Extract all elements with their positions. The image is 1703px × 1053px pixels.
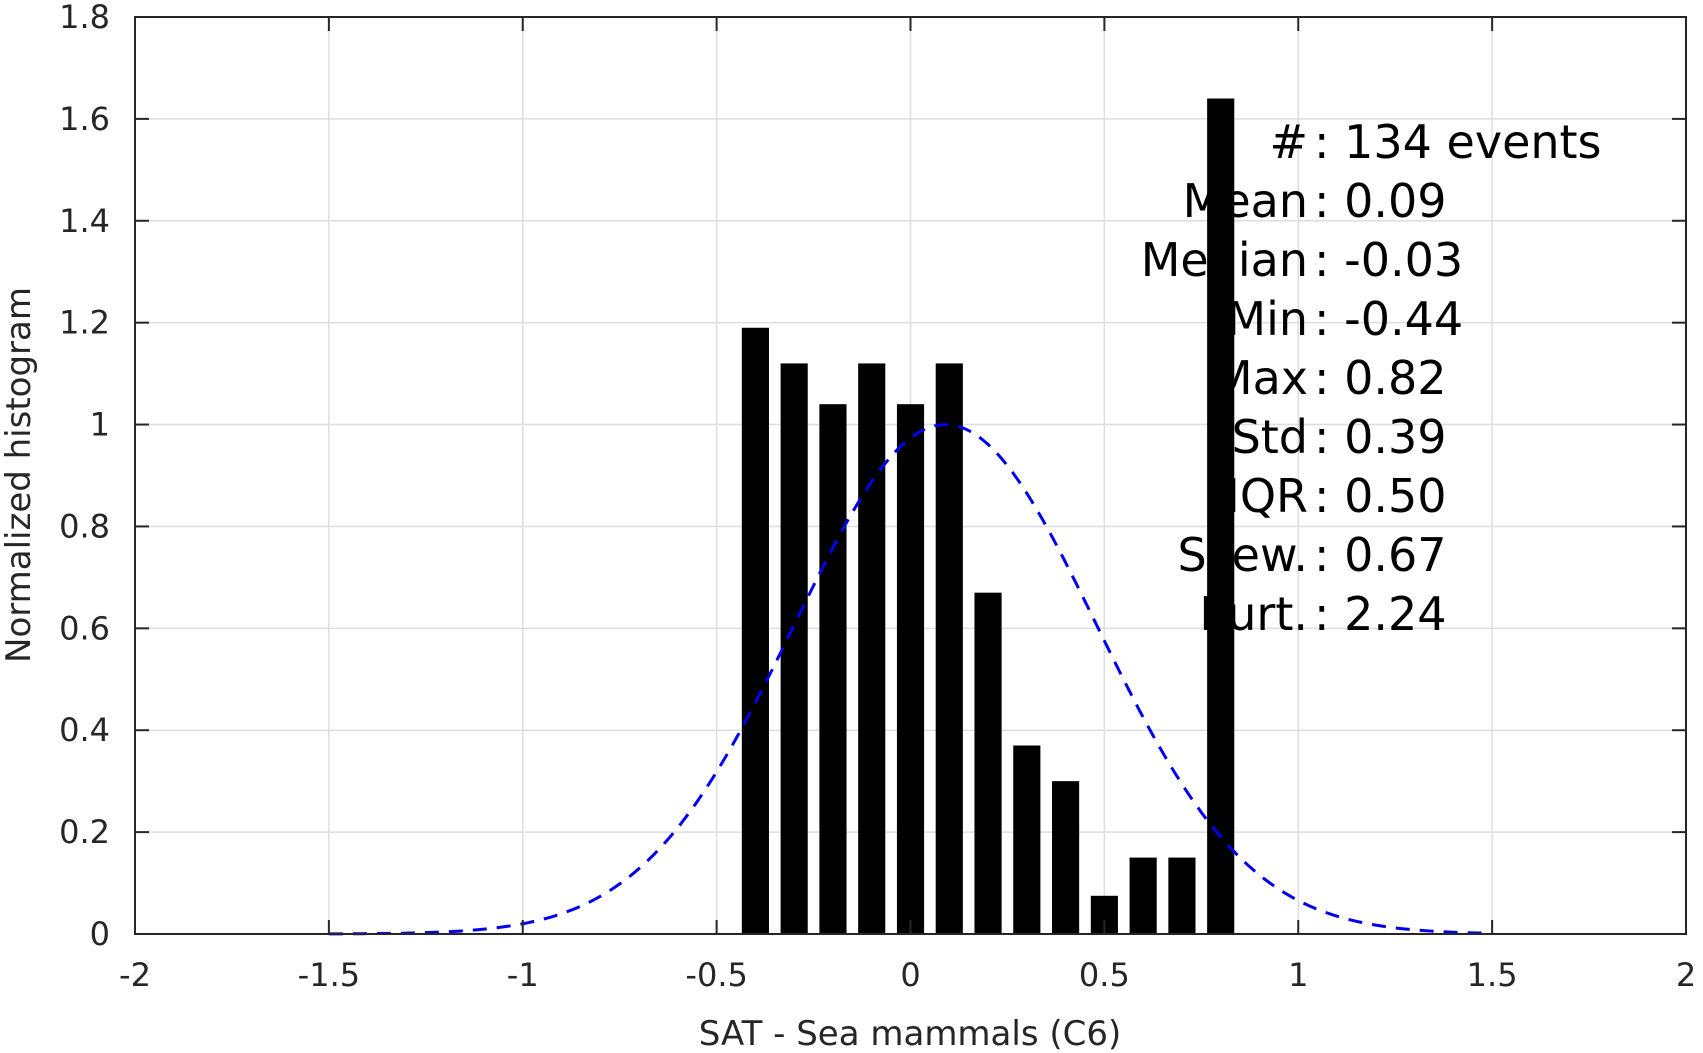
bar-10 xyxy=(1129,857,1157,934)
y-tick-label: 0 xyxy=(90,915,110,953)
y-tick-label: 1 xyxy=(90,406,110,444)
stat-line-6: IQR : 0.50 xyxy=(1226,469,1446,523)
stat-line-5: Std : 0.39 xyxy=(1232,410,1447,464)
bar-11 xyxy=(1168,857,1196,934)
stat-line-3: Min : -0.44 xyxy=(1226,292,1463,346)
x-tick-label: 0.5 xyxy=(1079,956,1130,994)
y-tick-label: 0.2 xyxy=(59,813,110,851)
stat-value: : 0.50 xyxy=(1314,469,1447,523)
stat-label: Skew. xyxy=(1177,528,1308,582)
stat-value: : 0.09 xyxy=(1314,174,1447,228)
bar-12 xyxy=(1207,98,1235,934)
stat-value: : -0.03 xyxy=(1314,233,1463,287)
x-tick-label: -0.5 xyxy=(685,956,747,994)
stat-label: Max xyxy=(1213,351,1308,405)
stat-label: Median xyxy=(1141,233,1308,287)
x-axis-label: SAT - Sea mammals (C6) xyxy=(699,1014,1122,1053)
y-axis-label: Normalized histogram xyxy=(0,287,39,663)
tick-labels: -2 -1.5 -1 -0.5 0 0.5 1 1.5 2 0 0.2 0.4 0.6 0.8 1 1.2 1.… xyxy=(59,0,1696,994)
stat-line-2: Median : -0.03 xyxy=(1141,233,1463,287)
bar-2 xyxy=(819,404,847,935)
stat-line-4: Max : 0.82 xyxy=(1213,351,1447,405)
bar-5 xyxy=(935,363,963,934)
stat-label: Mean xyxy=(1183,174,1308,228)
x-tick-label: 0 xyxy=(900,956,920,994)
bar-8 xyxy=(1052,781,1080,934)
stat-value: : 0.82 xyxy=(1314,351,1447,405)
stat-line-0: # : 134 events xyxy=(1269,115,1601,169)
bar-1 xyxy=(780,363,808,934)
x-tick-label: -2 xyxy=(119,956,151,994)
bar-6 xyxy=(974,592,1002,934)
stat-value: : 0.39 xyxy=(1314,410,1447,464)
stat-value: : 0.67 xyxy=(1314,528,1447,582)
x-tick-label: 1.5 xyxy=(1467,956,1518,994)
bar-4 xyxy=(896,404,925,935)
stat-value: : 134 events xyxy=(1314,115,1602,169)
y-tick-label: 0.4 xyxy=(59,711,110,749)
axes xyxy=(134,16,1687,935)
x-tick-label: 2 xyxy=(1676,956,1696,994)
bar-3 xyxy=(858,363,886,934)
stat-label: Min xyxy=(1226,292,1308,346)
x-tick-label: -1.5 xyxy=(298,956,360,994)
stat-line-8: Kurt. : 2.24 xyxy=(1199,587,1446,641)
x-tick-label: 1 xyxy=(1288,956,1308,994)
y-tick-label: 0.8 xyxy=(59,507,110,545)
stat-label: # xyxy=(1269,115,1308,169)
bar-0 xyxy=(741,327,769,934)
stat-value: : 2.24 xyxy=(1314,587,1447,641)
bar-7 xyxy=(1013,745,1041,934)
stat-label: IQR xyxy=(1226,469,1308,523)
stat-label: Kurt. xyxy=(1199,587,1308,641)
y-tick-label: 0.6 xyxy=(59,609,110,647)
y-tick-label: 1.2 xyxy=(59,304,110,342)
y-tick-label: 1.8 xyxy=(59,0,110,36)
stat-line-1: Mean : 0.09 xyxy=(1183,174,1447,228)
y-tick-label: 1.6 xyxy=(59,100,110,138)
stat-line-7: Skew. : 0.67 xyxy=(1177,528,1446,582)
y-tick-label: 1.4 xyxy=(59,202,110,240)
stat-label: Std xyxy=(1232,410,1308,464)
stat-value: : -0.44 xyxy=(1314,292,1463,346)
bars xyxy=(741,98,1235,935)
x-tick-label: -1 xyxy=(507,956,539,994)
